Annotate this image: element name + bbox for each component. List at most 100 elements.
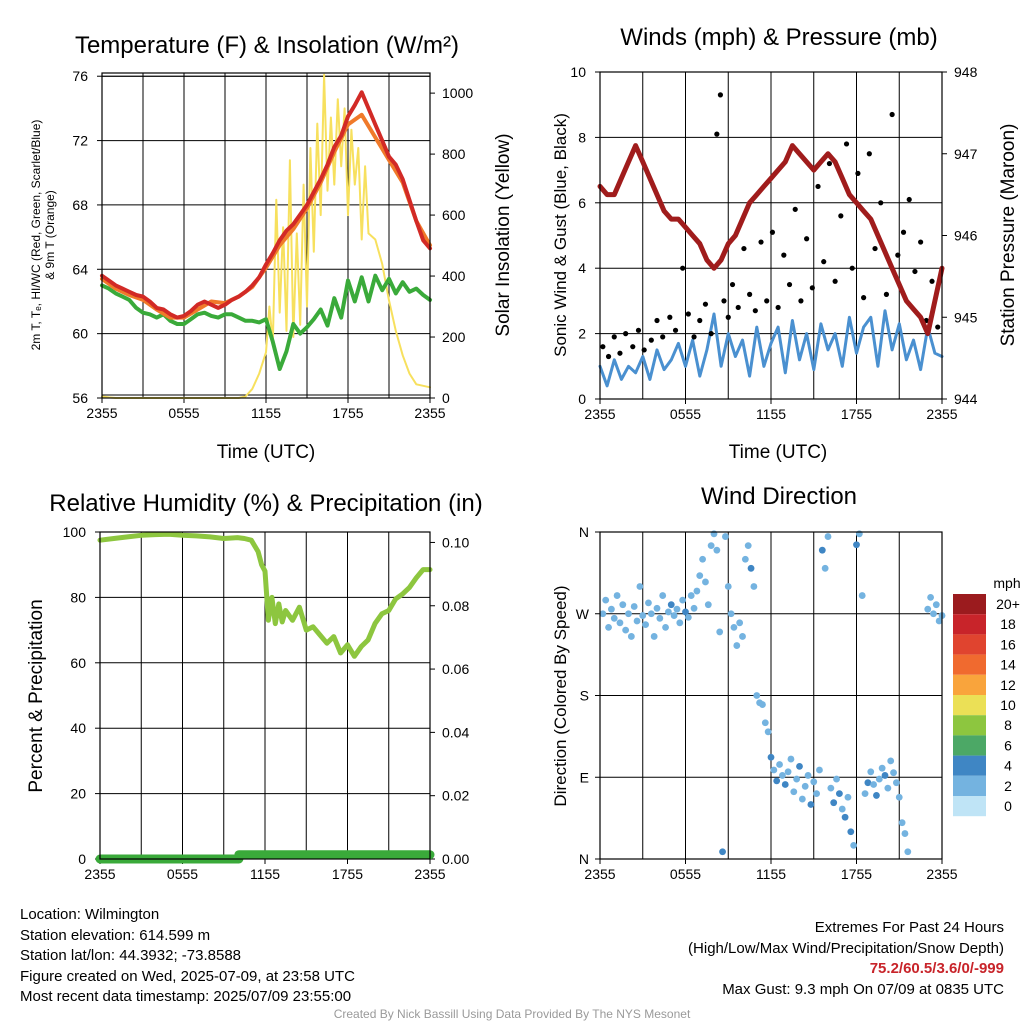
direction-point — [630, 603, 638, 610]
station-info: Location: Wilmington Station elevation: … — [20, 905, 355, 1008]
pressure-y-label: Station Pressure (Maroon) — [998, 124, 1019, 347]
gust-point — [849, 265, 855, 271]
direction-point — [841, 813, 849, 821]
x-tick-label: 2355 — [84, 866, 115, 882]
direction-point — [599, 610, 607, 618]
pressure-axis-tick-label: 944 — [954, 391, 978, 407]
series-line-2m-t — [100, 90, 432, 320]
x-tick-label: 0555 — [167, 866, 198, 882]
elevation-text: Station elevation: 614.599 m — [20, 926, 211, 944]
temp-axis-tick-label: 68 — [72, 197, 88, 213]
gust-point — [935, 324, 941, 330]
legend-swatch — [953, 674, 986, 695]
x-tick-label: 2355 — [926, 866, 957, 882]
speed-legend: mph 20+ 18 16 14 12 10 8 6 4 2 0 — [953, 575, 1021, 817]
gust-point — [764, 298, 770, 304]
direction-point — [747, 564, 755, 572]
gust-point — [883, 291, 890, 297]
x-tick-label: 1755 — [332, 405, 363, 421]
gust-point — [680, 265, 686, 271]
direction-point — [870, 781, 877, 788]
direction-point — [861, 790, 869, 797]
legend-swatch — [953, 775, 986, 796]
plot-border — [99, 531, 431, 860]
gust-point — [821, 259, 827, 265]
direction-point — [893, 779, 900, 787]
direction-point — [727, 610, 735, 618]
direction-point — [608, 605, 615, 613]
x-tick-label: 2355 — [926, 406, 957, 422]
rh-axis-tick-label: 20 — [70, 786, 86, 802]
direction-point — [884, 784, 892, 792]
wind-axis-tick-label: 8 — [578, 129, 586, 145]
direction-point — [679, 596, 687, 604]
legend-label: 6 — [1004, 737, 1012, 753]
direction-point — [702, 578, 709, 586]
direction-point — [793, 775, 801, 783]
direction-point — [810, 778, 818, 786]
gust-point — [623, 331, 629, 337]
legend-swatch — [953, 654, 986, 675]
direction-point — [901, 830, 909, 837]
direction-point — [741, 555, 749, 563]
legend-label: 4 — [1004, 758, 1012, 774]
direction-point — [613, 592, 621, 599]
solar-axis-tick-label: 0 — [442, 390, 450, 406]
direction-point — [787, 755, 795, 763]
gust-point — [929, 278, 935, 284]
solar-axis-tick-label: 400 — [442, 268, 466, 284]
direction-point — [653, 604, 661, 612]
direction-point — [824, 533, 832, 540]
gust-point — [600, 344, 606, 350]
direction-point — [713, 546, 721, 554]
precip-axis-tick-label: 0.08 — [442, 598, 469, 614]
direction-point — [690, 604, 698, 612]
credit-text: Created By Nick Bassill Using Data Provi… — [333, 1007, 691, 1021]
gust-point — [735, 304, 741, 311]
gust-point — [729, 281, 736, 288]
direction-point — [798, 795, 806, 803]
gust-point — [667, 314, 673, 320]
legend-title: mph — [993, 575, 1020, 591]
gust-point — [878, 200, 884, 206]
humidity-y-label: Percent & Precipitation — [26, 599, 47, 792]
direction-point — [716, 628, 724, 636]
direction-point — [750, 583, 758, 590]
direction-point — [878, 764, 886, 772]
direction-tick-label: S — [580, 688, 589, 704]
direction-point — [816, 766, 823, 774]
direction-title: Wind Direction — [701, 483, 857, 510]
solar-y-label: Solar Insolation (Yellow) — [493, 133, 514, 336]
direction-point — [602, 596, 610, 604]
precip-axis-tick-label: 0.00 — [442, 851, 469, 867]
gust-point — [654, 317, 660, 324]
direction-point — [801, 782, 809, 790]
direction-tick-label: N — [579, 851, 589, 867]
temp-axis-tick-label: 60 — [72, 326, 88, 342]
direction-point — [867, 768, 875, 776]
direction-point — [847, 828, 855, 836]
direction-point — [636, 583, 644, 590]
legend-swatch — [953, 755, 986, 776]
gust-point — [912, 268, 918, 275]
gust-point — [900, 229, 907, 235]
gust-point — [635, 327, 642, 333]
direction-point — [673, 605, 681, 613]
legend-label: 16 — [1000, 636, 1016, 652]
rh-axis-tick-label: 60 — [70, 655, 86, 671]
legend-label: 14 — [1000, 657, 1016, 673]
location-text: Location: Wilmington — [20, 906, 160, 923]
pressure-axis-tick-label: 947 — [954, 146, 978, 162]
direction-point — [645, 599, 652, 607]
gust-point — [630, 344, 636, 350]
extremes-info: Extremes For Past 24 Hours (High/Low/Max… — [688, 918, 1004, 1000]
solar-axis-tick-label: 200 — [442, 329, 466, 345]
pressure-axis-tick-label: 948 — [954, 64, 978, 80]
gust-point — [605, 353, 612, 360]
legend-label: 0 — [1004, 798, 1012, 814]
gust-point — [697, 317, 703, 324]
direction-y-label: Direction (Colored By Speed) — [551, 585, 570, 806]
direction-point — [642, 621, 649, 629]
direction-point — [873, 792, 880, 799]
